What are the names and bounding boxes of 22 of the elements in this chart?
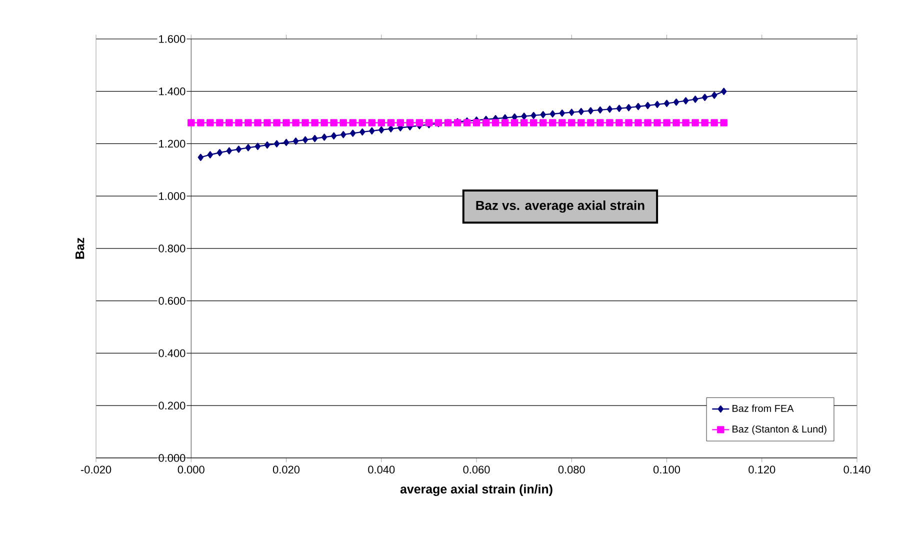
legend-label: Baz from FEA: [732, 404, 794, 412]
x-tick-label: 0.120: [748, 466, 776, 474]
y-tick-label: 1.400: [159, 87, 186, 96]
y-tick-label: 0.400: [158, 349, 186, 358]
x-tick-label: 0.100: [653, 466, 680, 474]
y-tick-label: 0.800: [158, 244, 186, 252]
y-tick-label: 1.000: [159, 192, 186, 200]
x-axis-title: average axial strain (in/in): [400, 484, 552, 496]
x-tick-label: 0.000: [178, 466, 204, 474]
y-tick-label: 1.200: [159, 140, 186, 148]
legend-label: Baz (Stanton & Lund): [732, 425, 826, 435]
x-tick-label: 0.060: [463, 466, 490, 474]
y-tick-label: 0.600: [158, 296, 186, 305]
x-tick-label: 0.080: [558, 466, 585, 474]
x-tick-label: 0.040: [368, 466, 395, 474]
y-axis-title: Baz: [76, 238, 84, 259]
x-tick-label: -0.020: [80, 466, 112, 474]
text: Baz vs. average axial strain: [476, 200, 644, 213]
x-tick-label: 0.140: [844, 466, 870, 474]
x-tick-label: 0.020: [272, 466, 300, 474]
y-tick-label: 0.200: [158, 402, 186, 410]
y-tick-label: 1.600: [159, 35, 186, 43]
